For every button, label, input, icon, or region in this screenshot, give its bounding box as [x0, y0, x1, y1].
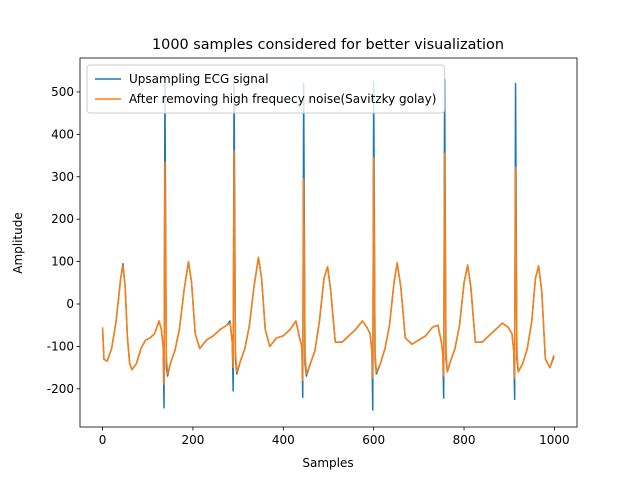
- x-tick-label: 400: [272, 433, 295, 447]
- chart-title: 1000 samples considered for better visua…: [152, 37, 504, 53]
- legend-label: Upsampling ECG signal: [129, 72, 269, 86]
- series-line: [101, 149, 555, 386]
- y-tick-label: 400: [51, 127, 74, 141]
- plot-frame: [79, 57, 578, 428]
- y-tick-label: 300: [51, 170, 74, 184]
- y-tick-label: 0: [66, 297, 74, 311]
- y-tick-label: -100: [47, 339, 74, 353]
- y-tick-label: -200: [47, 382, 74, 396]
- x-tick-label: 0: [99, 433, 107, 447]
- legend-label: After removing high frequecy noise(Savit…: [129, 92, 436, 106]
- x-tick-label: 200: [182, 433, 205, 447]
- x-tick-label: 600: [362, 433, 385, 447]
- x-tick-label: 1000: [539, 433, 570, 447]
- y-axis-label: Amplitude: [11, 212, 25, 274]
- legend: Upsampling ECG signal After removing high…: [86, 64, 445, 114]
- y-tick-label: 500: [51, 85, 74, 99]
- y-tick-label: 100: [51, 255, 74, 269]
- x-tick-label: 800: [453, 433, 476, 447]
- x-axis-label: Samples: [302, 456, 353, 470]
- y-tick-label: 200: [51, 212, 74, 226]
- legend-box: [86, 64, 445, 114]
